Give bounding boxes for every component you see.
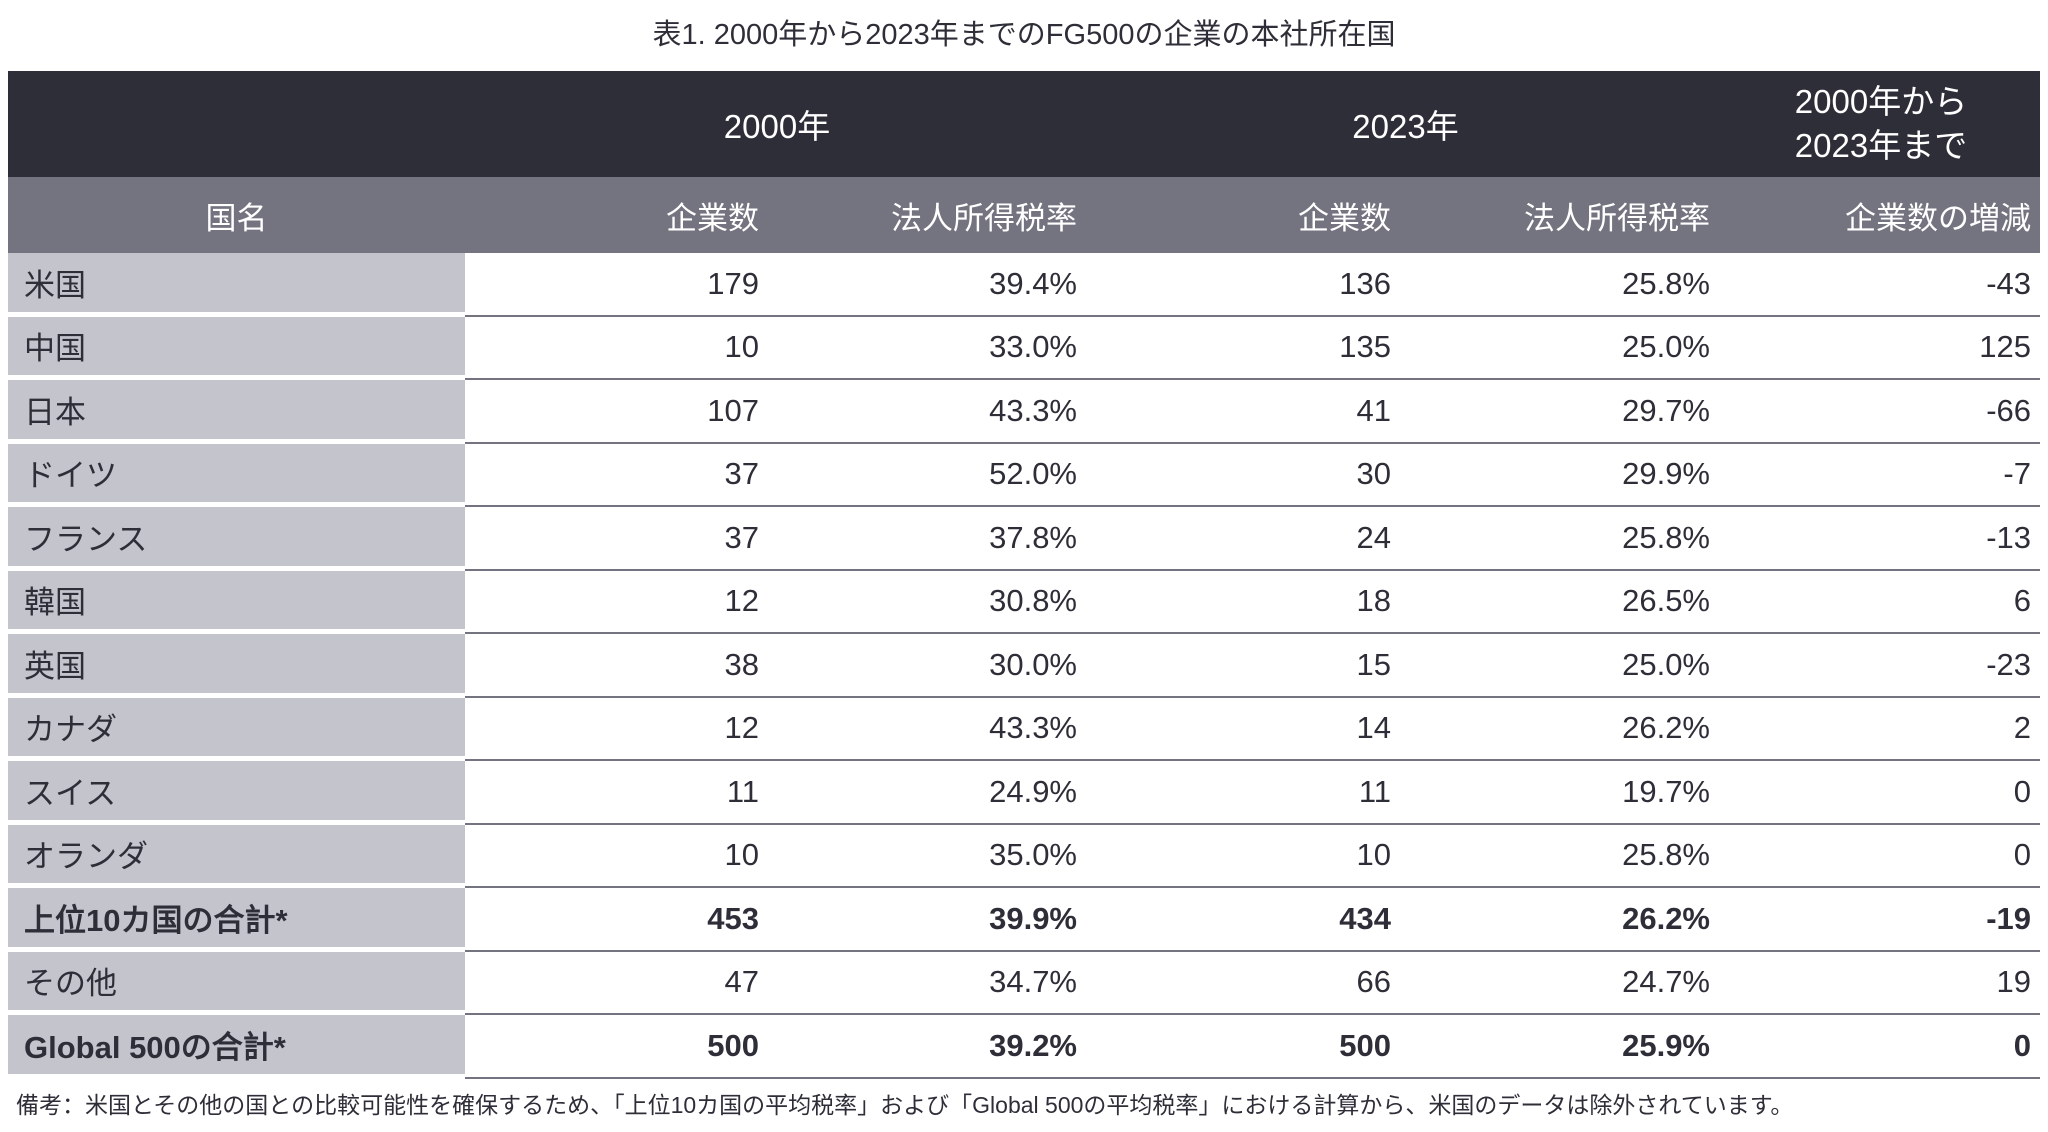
companies-2000-cell: 11 bbox=[465, 761, 771, 825]
companies-2023-cell: 10 bbox=[1089, 824, 1403, 888]
companies-2023-cell: 30 bbox=[1089, 443, 1403, 507]
companies-2000-cell: 37 bbox=[465, 443, 771, 507]
companies-2000-cell: 12 bbox=[465, 570, 771, 634]
tax-2000-cell: 39.2% bbox=[771, 1015, 1089, 1079]
group-header-spacer bbox=[8, 71, 465, 177]
companies-2000-cell: 37 bbox=[465, 507, 771, 571]
tax-2023-cell: 29.7% bbox=[1403, 380, 1722, 444]
group-header-change: 2000年から 2023年まで bbox=[1722, 71, 2040, 177]
companies-2000-cell: 47 bbox=[465, 951, 771, 1015]
country-cell: 中国 bbox=[8, 316, 465, 380]
tax-2023-cell: 25.8% bbox=[1403, 507, 1722, 571]
companies-2000-cell: 500 bbox=[465, 1015, 771, 1079]
tax-2000-cell: 35.0% bbox=[771, 824, 1089, 888]
tax-2023-cell: 25.8% bbox=[1403, 253, 1722, 317]
column-header-companies-2023: 企業数 bbox=[1089, 177, 1403, 253]
change-cell: 2 bbox=[1722, 697, 2040, 761]
change-cell: -13 bbox=[1722, 507, 2040, 571]
tax-2023-cell: 26.5% bbox=[1403, 570, 1722, 634]
change-cell: 0 bbox=[1722, 824, 2040, 888]
change-cell: 125 bbox=[1722, 316, 2040, 380]
tax-2000-cell: 39.4% bbox=[771, 253, 1089, 317]
country-cell: 米国 bbox=[8, 253, 465, 317]
companies-2000-cell: 453 bbox=[465, 888, 771, 952]
country-cell: Global 500の合計* bbox=[8, 1015, 465, 1079]
companies-2023-cell: 434 bbox=[1089, 888, 1403, 952]
companies-2000-cell: 10 bbox=[465, 316, 771, 380]
change-cell: -43 bbox=[1722, 253, 2040, 317]
change-cell: 19 bbox=[1722, 951, 2040, 1015]
change-cell: -19 bbox=[1722, 888, 2040, 952]
group-header-change-line1: 2000年から bbox=[1794, 83, 1968, 120]
companies-2023-cell: 15 bbox=[1089, 634, 1403, 698]
change-cell: -7 bbox=[1722, 443, 2040, 507]
column-header-tax-2000: 法人所得税率 bbox=[771, 177, 1089, 253]
country-cell: 韓国 bbox=[8, 570, 465, 634]
tax-2023-cell: 26.2% bbox=[1403, 888, 1722, 952]
tax-2000-cell: 37.8% bbox=[771, 507, 1089, 571]
column-header-change: 企業数の増減 bbox=[1722, 177, 2040, 253]
companies-2023-cell: 24 bbox=[1089, 507, 1403, 571]
tax-2000-cell: 43.3% bbox=[771, 697, 1089, 761]
group-header-change-line2: 2023年まで bbox=[1794, 127, 1968, 164]
companies-2023-cell: 66 bbox=[1089, 951, 1403, 1015]
tax-2000-cell: 34.7% bbox=[771, 951, 1089, 1015]
country-cell: 日本 bbox=[8, 380, 465, 444]
tax-2023-cell: 29.9% bbox=[1403, 443, 1722, 507]
companies-2000-cell: 107 bbox=[465, 380, 771, 444]
tax-2023-cell: 25.0% bbox=[1403, 316, 1722, 380]
companies-2023-cell: 136 bbox=[1089, 253, 1403, 317]
tax-2000-cell: 43.3% bbox=[771, 380, 1089, 444]
country-cell: その他 bbox=[8, 951, 465, 1015]
tax-2000-cell: 39.9% bbox=[771, 888, 1089, 952]
tax-2000-cell: 30.0% bbox=[771, 634, 1089, 698]
fg500-table: 2000年 2023年 2000年から 2023年まで 国名 企業数 法人所得税… bbox=[8, 71, 2040, 1079]
companies-2023-cell: 18 bbox=[1089, 570, 1403, 634]
tax-2000-cell: 52.0% bbox=[771, 443, 1089, 507]
companies-2000-cell: 179 bbox=[465, 253, 771, 317]
tax-2023-cell: 25.9% bbox=[1403, 1015, 1722, 1079]
column-header-companies-2000: 企業数 bbox=[465, 177, 771, 253]
country-cell: 英国 bbox=[8, 634, 465, 698]
tax-2023-cell: 25.0% bbox=[1403, 634, 1722, 698]
group-header-2000: 2000年 bbox=[465, 71, 1089, 177]
tax-2023-cell: 19.7% bbox=[1403, 761, 1722, 825]
tax-2023-cell: 24.7% bbox=[1403, 951, 1722, 1015]
change-cell: 6 bbox=[1722, 570, 2040, 634]
country-cell: 上位10カ国の合計* bbox=[8, 888, 465, 952]
change-cell: 0 bbox=[1722, 761, 2040, 825]
change-cell: 0 bbox=[1722, 1015, 2040, 1079]
change-cell: -66 bbox=[1722, 380, 2040, 444]
country-cell: カナダ bbox=[8, 697, 465, 761]
tax-2023-cell: 25.8% bbox=[1403, 824, 1722, 888]
table-footnote: 備考：米国とその他の国との比較可能性を確保するため、「上位10カ国の平均税率」お… bbox=[16, 1092, 1794, 1118]
tax-2023-cell: 26.2% bbox=[1403, 697, 1722, 761]
country-cell: ドイツ bbox=[8, 443, 465, 507]
companies-2023-cell: 500 bbox=[1089, 1015, 1403, 1079]
tax-2000-cell: 24.9% bbox=[771, 761, 1089, 825]
country-cell: オランダ bbox=[8, 824, 465, 888]
column-header-country: 国名 bbox=[8, 177, 465, 253]
country-cell: フランス bbox=[8, 507, 465, 571]
table-title: 表1. 2000年から2023年までのFG500の企業の本社所在国 bbox=[652, 19, 1396, 51]
companies-2000-cell: 12 bbox=[465, 697, 771, 761]
tax-2000-cell: 30.8% bbox=[771, 570, 1089, 634]
companies-2023-cell: 135 bbox=[1089, 316, 1403, 380]
country-cell: スイス bbox=[8, 761, 465, 825]
tax-2000-cell: 33.0% bbox=[771, 316, 1089, 380]
companies-2000-cell: 38 bbox=[465, 634, 771, 698]
companies-2000-cell: 10 bbox=[465, 824, 771, 888]
companies-2023-cell: 11 bbox=[1089, 761, 1403, 825]
group-header-2023: 2023年 bbox=[1089, 71, 1722, 177]
companies-2023-cell: 14 bbox=[1089, 697, 1403, 761]
column-header-tax-2023: 法人所得税率 bbox=[1403, 177, 1722, 253]
change-cell: -23 bbox=[1722, 634, 2040, 698]
companies-2023-cell: 41 bbox=[1089, 380, 1403, 444]
